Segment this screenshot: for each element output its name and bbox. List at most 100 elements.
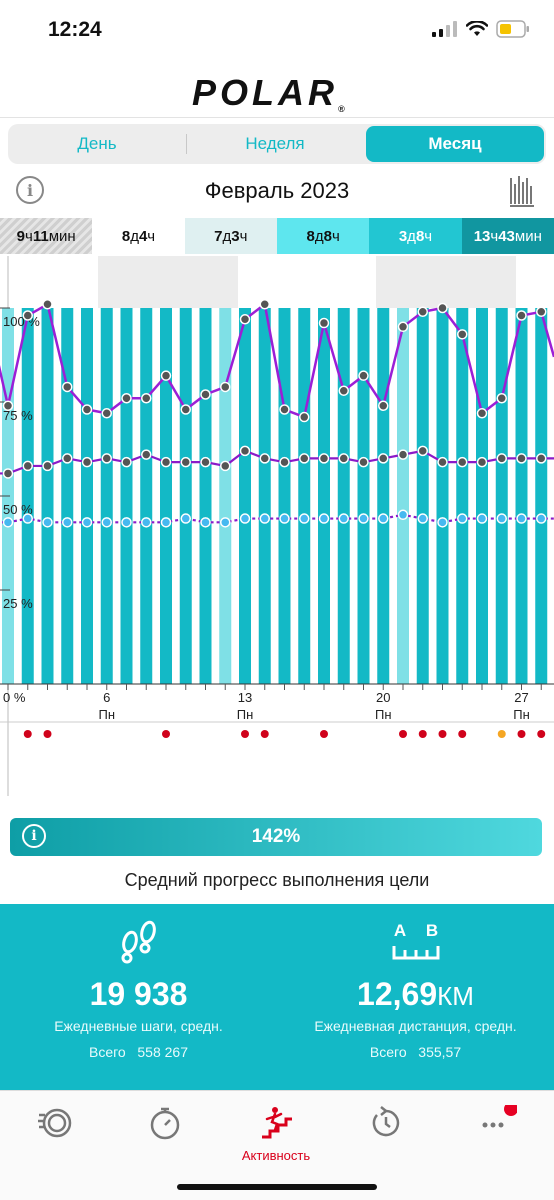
series-2-point bbox=[457, 456, 468, 468]
series-1-point bbox=[121, 392, 132, 404]
series-1-point bbox=[200, 389, 211, 400]
tab-more[interactable] bbox=[442, 1102, 552, 1146]
zone-time-1-unit: ч bbox=[25, 227, 33, 245]
bar-day-21 bbox=[397, 308, 409, 684]
bar-day-7 bbox=[120, 308, 133, 684]
event-marker-day-22 bbox=[418, 730, 427, 738]
series-1-point bbox=[81, 404, 93, 415]
period-title: Февраль 2023 bbox=[204, 178, 350, 203]
zone-time-3-unit: ч bbox=[239, 227, 248, 245]
zone-time-2-value: 8 bbox=[121, 227, 131, 245]
goal-progress-value: 142% bbox=[251, 826, 301, 847]
series-2-point bbox=[279, 456, 290, 468]
series-3-point bbox=[496, 513, 507, 524]
bar-day-20 bbox=[377, 308, 390, 684]
series-3-point bbox=[200, 517, 211, 528]
zone-time-2-unit: д bbox=[130, 227, 139, 245]
event-marker-day-24 bbox=[458, 730, 467, 738]
tab-activity[interactable]: Активность bbox=[221, 1105, 331, 1163]
rings-icon bbox=[38, 1108, 72, 1138]
series-2-point bbox=[318, 453, 330, 464]
series-2-point bbox=[299, 453, 310, 464]
distance-average-number: 12,69 bbox=[357, 976, 438, 1012]
series-2-point bbox=[338, 453, 349, 464]
wifi-icon bbox=[466, 21, 488, 36]
series-2-point bbox=[62, 453, 73, 464]
bar-day-12 bbox=[219, 308, 232, 684]
series-2-point bbox=[536, 453, 547, 464]
series-3-point bbox=[101, 517, 112, 528]
zone-time-3-unit: д bbox=[222, 227, 232, 245]
zones-chart-icon[interactable] bbox=[508, 174, 536, 208]
event-marker-day-14 bbox=[260, 730, 269, 738]
series-3-point bbox=[358, 513, 369, 524]
series-2-point bbox=[516, 453, 527, 464]
series-1-point bbox=[141, 392, 152, 404]
more-icon bbox=[482, 1102, 518, 1128]
series-1-point bbox=[476, 408, 488, 419]
tab-recovery[interactable] bbox=[331, 1105, 441, 1146]
zone-time-1: 9 ч 11 мин bbox=[0, 218, 93, 254]
event-marker-day-28 bbox=[537, 730, 546, 738]
logo-reg-mark: ® bbox=[338, 104, 349, 114]
bar-day-25 bbox=[476, 308, 488, 684]
week-band-1 bbox=[376, 256, 516, 308]
series-3-point bbox=[160, 517, 172, 528]
tab-day[interactable]: День bbox=[77, 134, 117, 153]
series-2-point bbox=[200, 456, 211, 468]
info-icon[interactable]: i bbox=[16, 176, 44, 204]
period-segmented-control: День Неделя Месяц bbox=[8, 124, 546, 164]
zone-time-6: 13 ч 43 мин bbox=[461, 218, 554, 254]
bar-day-15 bbox=[278, 308, 291, 684]
distance-ab-icon: A B bbox=[277, 918, 554, 966]
home-indicator bbox=[177, 1184, 377, 1190]
distance-total: Всего 355,57 bbox=[277, 1044, 554, 1060]
tab-activity-rings[interactable] bbox=[0, 1105, 110, 1146]
zone-time-6-value: 13 bbox=[473, 227, 491, 245]
distance-total-label: Всего bbox=[369, 1044, 407, 1060]
zone-time-2-unit: ч bbox=[147, 227, 156, 245]
zone-time-1-value: 11 bbox=[32, 227, 49, 245]
y-tick-label: 25 % bbox=[3, 596, 33, 611]
info-icon[interactable]: i bbox=[22, 824, 46, 848]
zone-time-3-value: 7 bbox=[214, 227, 223, 245]
zone-time-4-unit: ч bbox=[331, 227, 340, 245]
series-1-point bbox=[378, 400, 389, 412]
steps-total-value: 558 267 bbox=[137, 1044, 188, 1060]
series-3-point bbox=[81, 517, 93, 528]
series-3-point bbox=[121, 517, 132, 528]
bar-day-19 bbox=[357, 308, 370, 684]
series-3-point bbox=[299, 513, 310, 524]
zone-time-6-unit: ч bbox=[490, 227, 499, 245]
bar-day-5 bbox=[81, 308, 93, 684]
zone-time-4-value: 8 bbox=[323, 227, 332, 245]
x-tick-weekday: Пн bbox=[237, 707, 254, 722]
series-1-point bbox=[437, 302, 448, 314]
bar-day-8 bbox=[140, 308, 153, 684]
footsteps-icon bbox=[0, 918, 277, 966]
bar-day-3 bbox=[41, 308, 54, 684]
series-2-point bbox=[101, 453, 112, 464]
series-2-point bbox=[160, 456, 172, 468]
series-3-point bbox=[239, 513, 251, 524]
distance-average-label: Ежедневная дистанция, средн. bbox=[314, 1018, 517, 1034]
series-1-point bbox=[180, 404, 191, 415]
bar-day-9 bbox=[160, 308, 172, 684]
distance-icon-a: A bbox=[393, 921, 405, 940]
tab-week[interactable]: Неделя bbox=[186, 124, 364, 164]
series-1-point bbox=[358, 370, 369, 381]
tab-stopwatch[interactable] bbox=[110, 1105, 220, 1146]
series-3-point bbox=[279, 513, 290, 524]
series-1-point bbox=[220, 381, 231, 393]
series-1-point bbox=[496, 392, 507, 404]
bar-day-4 bbox=[61, 308, 74, 684]
steps-total: Всего 558 267 bbox=[0, 1044, 277, 1060]
distance-stat: A B 12,69КМ Ежедневная дистанция, средн.… bbox=[277, 904, 554, 1090]
zone-time-1-value: 9 bbox=[16, 227, 25, 245]
tab-month[interactable]: Месяц bbox=[366, 126, 544, 162]
series-1-point bbox=[299, 411, 310, 423]
series-3-point bbox=[437, 517, 448, 528]
zone-time-4-value: 8 bbox=[306, 227, 315, 245]
steps-average-value: 19 938 bbox=[89, 976, 188, 1012]
event-marker-day-13 bbox=[241, 730, 249, 738]
